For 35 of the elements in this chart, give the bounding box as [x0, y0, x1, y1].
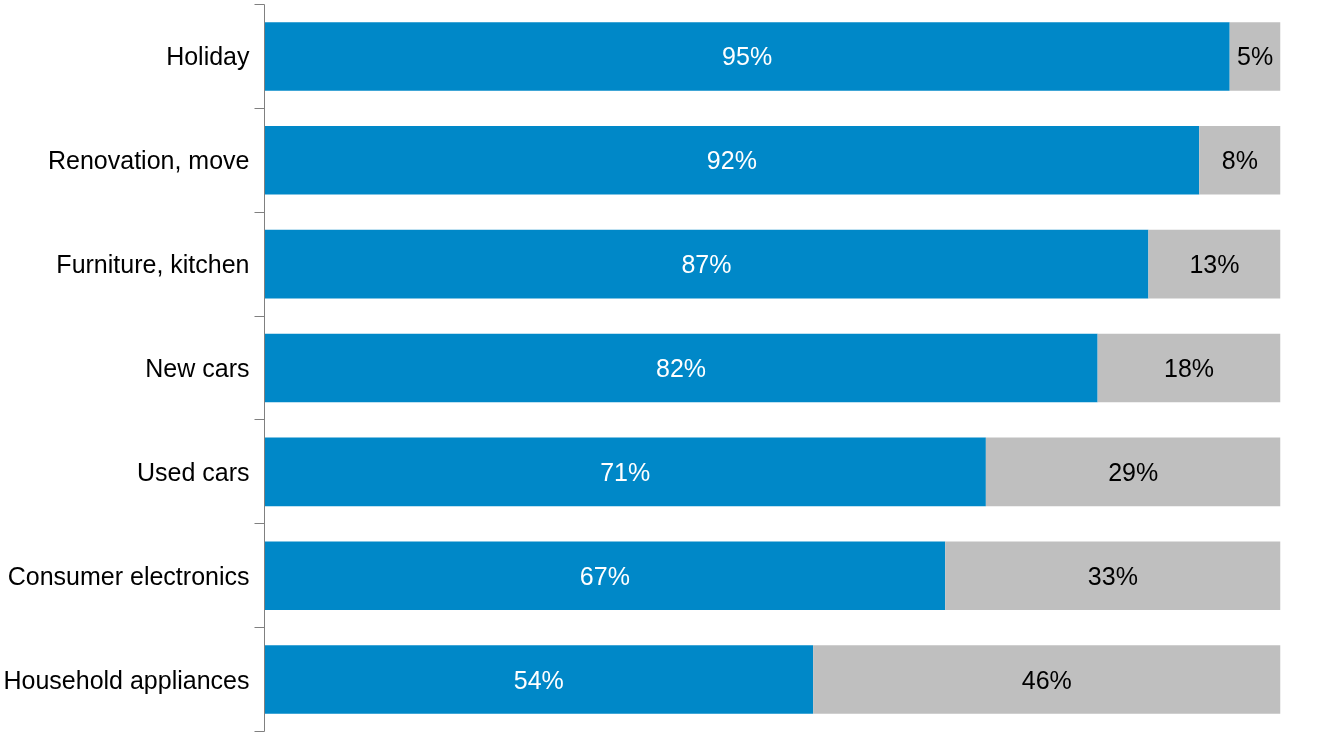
- data-label: 67%: [579, 561, 630, 590]
- data-label: 92%: [706, 146, 757, 175]
- bar: [264, 437, 986, 507]
- data-label: 29%: [1108, 457, 1159, 486]
- bar: [945, 541, 1281, 610]
- data-label: 13%: [1189, 250, 1240, 279]
- bar: [264, 126, 1200, 195]
- data-label: 46%: [1021, 665, 1072, 694]
- data-label: 87%: [681, 250, 732, 279]
- y-tick-label: New cars: [145, 354, 250, 382]
- y-tick-label: Renovation, move: [48, 146, 250, 175]
- bar: [264, 22, 1230, 91]
- data-label: 18%: [1164, 354, 1215, 382]
- bar: [264, 333, 1098, 403]
- bar: [264, 229, 1149, 299]
- bar: [813, 645, 1281, 714]
- data-label: 33%: [1087, 561, 1138, 590]
- data-label: 95%: [722, 42, 773, 71]
- bar: [1148, 229, 1281, 299]
- bar: [1199, 126, 1281, 195]
- y-tick-label: Used cars: [136, 457, 250, 486]
- data-label: 5%: [1237, 42, 1274, 71]
- bar: [1229, 22, 1281, 91]
- bar: [985, 437, 1281, 507]
- bar: [264, 645, 814, 714]
- y-tick-label: Holiday: [166, 42, 250, 71]
- y-tick-label: Consumer electronics: [7, 561, 250, 590]
- data-label: 82%: [656, 354, 707, 382]
- bar: [264, 541, 946, 610]
- y-tick-label: Household appliances: [3, 665, 250, 694]
- bar: [1097, 333, 1281, 403]
- data-label: 54%: [513, 665, 564, 694]
- y-tick-label: Furniture, kitchen: [56, 250, 250, 279]
- data-label: 71%: [600, 457, 651, 486]
- data-label: 8%: [1221, 146, 1258, 175]
